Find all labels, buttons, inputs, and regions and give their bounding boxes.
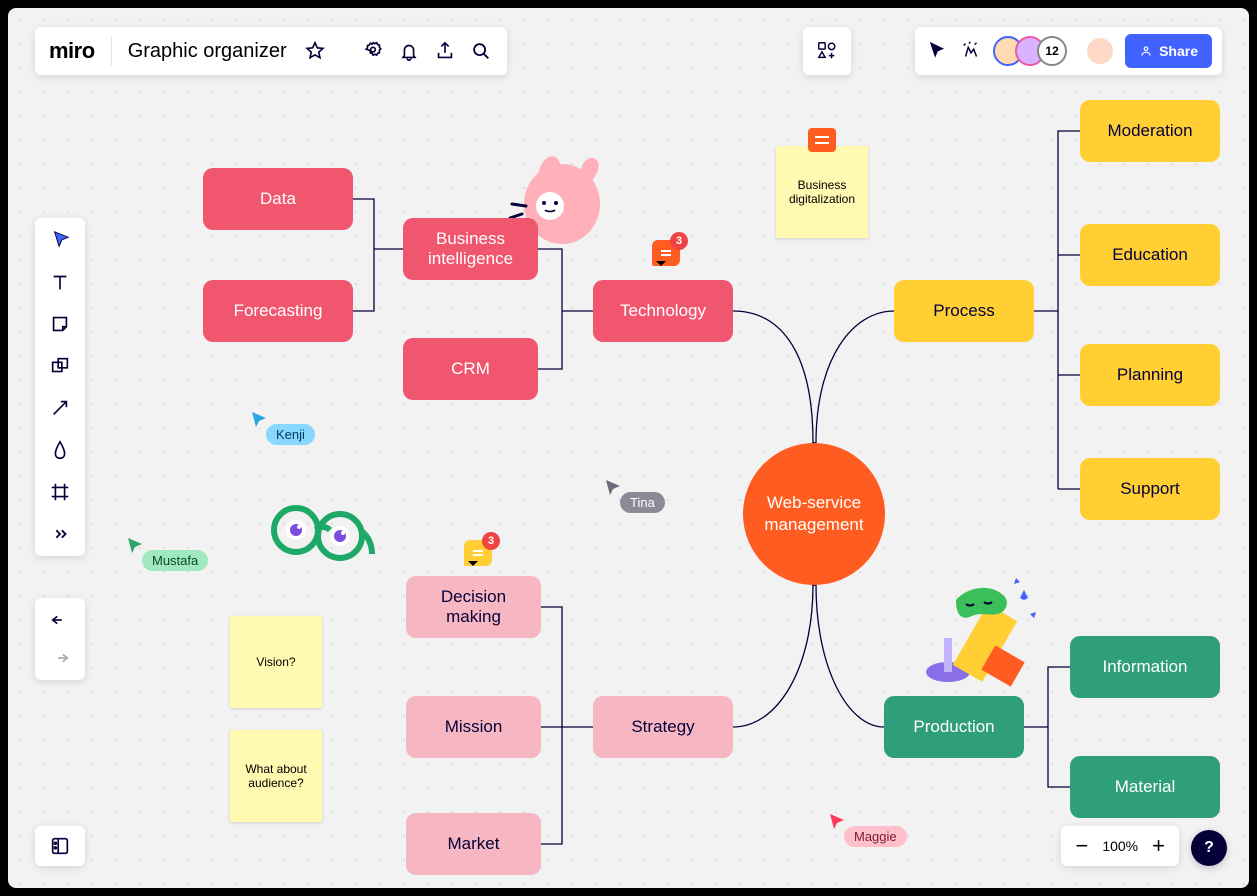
minimap-button[interactable] <box>35 826 85 866</box>
export-icon[interactable] <box>433 39 457 63</box>
sticky-tool-icon[interactable] <box>48 312 72 336</box>
arrow-tool-icon[interactable] <box>48 396 72 420</box>
node-production[interactable]: Production <box>884 696 1024 758</box>
sticky-biz-dig[interactable]: Business digitalization <box>776 146 868 238</box>
board-title[interactable]: Graphic organizer <box>128 40 287 63</box>
node-mission[interactable]: Mission <box>406 696 541 758</box>
share-button[interactable]: Share <box>1125 34 1212 68</box>
frame-tool-icon[interactable] <box>48 480 72 504</box>
zoom-percent[interactable]: 100% <box>1102 838 1138 854</box>
node-crm[interactable]: CRM <box>403 338 538 400</box>
glasses-sticker[interactable] <box>266 488 376 583</box>
divider <box>111 36 112 66</box>
star-icon[interactable] <box>303 39 327 63</box>
cursor-mustafa: Mustafa <box>126 536 208 571</box>
zoom-controls: − 100% + <box>1061 826 1179 866</box>
node-support[interactable]: Support <box>1080 458 1220 520</box>
undo-icon[interactable] <box>48 608 72 632</box>
text-tool-icon[interactable] <box>48 270 72 294</box>
sticky-audience[interactable]: What about audience? <box>230 730 322 822</box>
cursor-tina: Tina <box>604 478 665 513</box>
select-tool-icon[interactable] <box>48 228 72 252</box>
me-avatar[interactable] <box>1085 36 1115 66</box>
presence-bar: 12 Share <box>915 27 1222 75</box>
cursor-mode-icon[interactable] <box>925 39 949 63</box>
zoom-in-button[interactable]: + <box>1152 833 1165 859</box>
avatar-count[interactable]: 12 <box>1037 36 1067 66</box>
node-forecasting[interactable]: Forecasting <box>203 280 353 342</box>
reactions-icon[interactable] <box>959 39 983 63</box>
node-dm[interactable]: Decision making <box>406 576 541 638</box>
comment-icon[interactable]: 3 <box>464 540 492 566</box>
zoom-out-button[interactable]: − <box>1075 833 1088 859</box>
bell-icon[interactable] <box>397 39 421 63</box>
node-education[interactable]: Education <box>1080 224 1220 286</box>
hammer-pin-sticker[interactable] <box>908 568 1048 713</box>
node-process[interactable]: Process <box>894 280 1034 342</box>
node-moderation[interactable]: Moderation <box>1080 100 1220 162</box>
node-information[interactable]: Information <box>1070 636 1220 698</box>
redo-icon[interactable] <box>48 646 72 670</box>
node-bi[interactable]: Business intelligence <box>403 218 538 280</box>
share-label: Share <box>1159 43 1198 59</box>
node-data[interactable]: Data <box>203 168 353 230</box>
sticky-tag-icon <box>808 128 836 152</box>
canvas[interactable]: miro Graphic organizer <box>8 8 1249 888</box>
shape-tool-icon[interactable] <box>48 354 72 378</box>
node-strategy[interactable]: Strategy <box>593 696 733 758</box>
node-market[interactable]: Market <box>406 813 541 875</box>
cursor-maggie: Maggie <box>828 812 907 847</box>
logo[interactable]: miro <box>49 38 95 64</box>
node-material[interactable]: Material <box>1070 756 1220 818</box>
node-planning[interactable]: Planning <box>1080 344 1220 406</box>
pen-tool-icon[interactable] <box>48 438 72 462</box>
settings-icon[interactable] <box>361 39 385 63</box>
more-tools-icon[interactable] <box>48 522 72 546</box>
search-icon[interactable] <box>469 39 493 63</box>
tool-palette <box>35 218 85 556</box>
top-toolbar: miro Graphic organizer <box>35 27 507 75</box>
cursor-kenji: Kenji <box>250 410 315 445</box>
sticky-vision[interactable]: Vision? <box>230 616 322 708</box>
add-tools-button[interactable] <box>803 27 851 75</box>
node-tech[interactable]: Technology <box>593 280 733 342</box>
center-node[interactable]: Web-service management <box>743 443 885 585</box>
comment-icon[interactable]: 3 <box>652 240 680 266</box>
avatar-stack[interactable]: 12 <box>993 36 1067 66</box>
history-box <box>35 598 85 680</box>
help-button[interactable]: ? <box>1191 830 1227 866</box>
